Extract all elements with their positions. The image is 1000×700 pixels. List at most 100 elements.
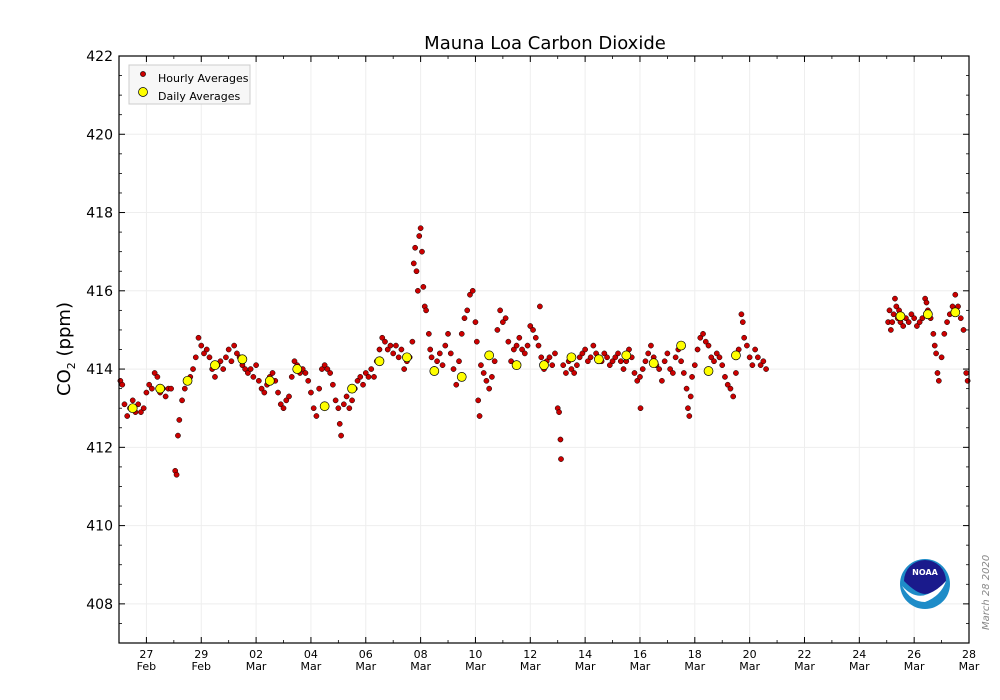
hourly-point (461, 315, 468, 322)
hourly-point (914, 323, 920, 329)
legend-box (128, 64, 251, 105)
hourly-point (889, 319, 896, 325)
hourly-point (242, 366, 248, 372)
hourly-point (436, 350, 443, 357)
hourly-point (472, 319, 479, 325)
hourly-point (379, 334, 386, 341)
hourly-point (149, 385, 155, 392)
hourly-point (269, 370, 276, 376)
ylabel-main: CO (54, 369, 75, 396)
ylabel-sub: 2 (65, 362, 78, 369)
hourly-point (393, 342, 399, 349)
hourly-point (960, 327, 967, 333)
hourly-point (923, 299, 930, 306)
hourly-point (261, 389, 268, 396)
hourly-point (686, 413, 693, 419)
hourly-point (568, 366, 575, 372)
legend: Hourly Averages Daily Averages (128, 64, 251, 105)
y-tick-label: 408 (86, 597, 113, 613)
hourly-point (453, 381, 460, 388)
y-tick-label: 422 (86, 49, 113, 65)
hourly-point (415, 287, 421, 294)
hourly-point (305, 377, 312, 384)
hourly-point (338, 432, 344, 439)
daily-point (264, 375, 275, 386)
hourly-point (343, 393, 350, 400)
hourly-point (384, 346, 391, 353)
daily-point (237, 354, 248, 365)
daily-point (456, 372, 467, 382)
hourly-point (683, 385, 690, 392)
x-tick-month: Mar (465, 660, 486, 673)
hourly-point (129, 397, 136, 404)
hourly-point (478, 362, 484, 369)
hourly-point (398, 346, 405, 353)
hourly-point (423, 307, 429, 314)
hourly-point (168, 385, 174, 392)
hourly-point (192, 354, 199, 361)
hourly-point (336, 421, 343, 427)
hourly-point (519, 346, 525, 353)
svg-text:CO2 (ppm): CO2 (ppm) (54, 302, 78, 396)
x-tick-month: Mar (959, 660, 980, 673)
hourly-point (752, 346, 758, 353)
date-stamp: March 28 2020 (981, 555, 992, 630)
hourly-point (308, 389, 314, 396)
hourly-point (516, 334, 523, 341)
hourly-point (175, 432, 181, 439)
x-tick-month: Mar (630, 660, 651, 673)
hourly-point (711, 358, 717, 365)
legend-hourly-label: Hourly Averages (158, 72, 249, 85)
hourly-point (886, 307, 893, 314)
hourly-point (941, 330, 948, 337)
hourly-point (556, 409, 562, 415)
hourly-point (410, 260, 417, 267)
hourly-point (231, 342, 238, 349)
hourly-point (908, 311, 915, 318)
x-tick-month: Mar (684, 660, 705, 673)
x-tick-day: 06 (359, 648, 373, 661)
hourly-point (697, 334, 704, 341)
hourly-point (228, 358, 235, 365)
hourly-point (579, 350, 586, 357)
axes: 40841041241441641842042227Feb29Feb02Mar0… (86, 49, 980, 673)
hourly-point (146, 381, 153, 388)
hourly-point (502, 315, 509, 322)
hourly-point (154, 374, 161, 380)
daily-point (402, 352, 412, 363)
hourly-point (473, 338, 480, 345)
daily-point (127, 403, 138, 414)
hourly-point (310, 405, 317, 412)
hourly-point (491, 358, 498, 365)
hourly-point (661, 358, 668, 365)
hourly-point (724, 381, 731, 388)
hourly-point (538, 354, 545, 361)
daily-point (950, 307, 961, 318)
hourly-point (521, 350, 528, 357)
hourly-point (395, 354, 402, 361)
hourly-point (749, 362, 756, 369)
hourly-point (560, 362, 567, 369)
hourly-point (513, 342, 520, 349)
hourly-point (705, 342, 712, 349)
x-tick-month: Mar (520, 660, 541, 673)
hourly-point (225, 346, 232, 353)
hourly-point (413, 268, 420, 275)
y-tick-label: 418 (86, 206, 113, 222)
hourly-point (757, 362, 764, 369)
hourly-point (456, 358, 462, 365)
hourly-point (916, 319, 923, 325)
x-tick-day: 14 (578, 648, 592, 661)
daily-point (347, 383, 357, 394)
y-tick-label: 416 (86, 284, 113, 300)
hourly-point (659, 377, 665, 384)
hourly-point (434, 358, 440, 365)
hourly-point (417, 225, 424, 232)
x-tick-month: Mar (794, 660, 815, 673)
hourly-point (302, 370, 309, 376)
hourly-point (532, 334, 539, 341)
hourly-point (905, 319, 912, 325)
hourly-point (324, 366, 331, 372)
hourly-point (480, 370, 487, 376)
hourly-point (893, 303, 900, 310)
